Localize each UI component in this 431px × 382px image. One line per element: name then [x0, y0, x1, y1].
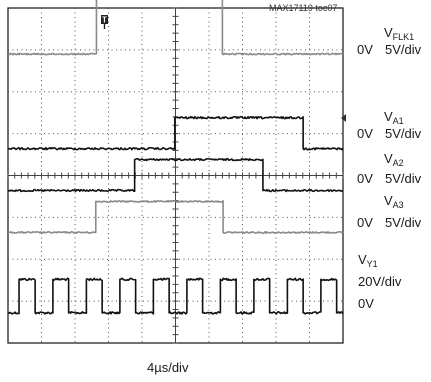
- series-label-vy1: VY1: [358, 252, 378, 269]
- reference-arrow-icon: [341, 114, 346, 122]
- series-scale-va1: 5V/div: [385, 126, 422, 141]
- x-axis-label: 4µs/div: [147, 360, 189, 375]
- series-scale-va2: 5V/div: [385, 171, 422, 186]
- series-name-sub: A3: [392, 200, 404, 210]
- series-name-sub: A1: [392, 116, 404, 126]
- trigger-marker-label: T: [102, 16, 107, 25]
- graticule: [7, 7, 344, 344]
- series-zero-va3: 0V: [357, 215, 373, 230]
- series-label-va3: VA3: [384, 193, 404, 210]
- series-zero-vy1: 0V: [358, 296, 374, 311]
- trace-a2: [7, 157, 344, 193]
- series-scale-va3: 5V/div: [385, 215, 422, 230]
- series-scale-vy1: 20V/div: [358, 274, 402, 289]
- series-name-sub: Y1: [366, 259, 378, 269]
- series-zero-va2: 0V: [357, 171, 373, 186]
- trace-a1: [7, 199, 344, 234]
- series-name-main: V: [384, 193, 393, 208]
- series-name-main: V: [358, 252, 367, 267]
- series-zero-vflk1: 0V: [357, 42, 373, 57]
- series-label-va2: VA2: [384, 151, 404, 168]
- series-name-sub: FLK1: [392, 32, 415, 42]
- trace-a3: [7, 115, 344, 151]
- series-name-sub: A2: [392, 158, 404, 168]
- series-zero-va1: 0V: [357, 126, 373, 141]
- series-name-main: V: [384, 151, 393, 166]
- series-scale-vflk1: 5V/div: [385, 42, 422, 57]
- reference-arrow: [341, 114, 346, 122]
- trace-y1: [7, 0, 344, 56]
- trace-flk1: [7, 277, 344, 315]
- trigger-marker-box: [101, 15, 108, 24]
- trigger-marker: T: [101, 15, 108, 29]
- series-name-main: V: [384, 109, 393, 124]
- waveform-traces: [7, 0, 344, 315]
- figure-id: MAX17119 toc07: [269, 3, 338, 13]
- series-name-main: V: [384, 25, 393, 40]
- series-label-va1: VA1: [384, 109, 404, 126]
- series-label-vflk1: VFLK1: [384, 25, 415, 42]
